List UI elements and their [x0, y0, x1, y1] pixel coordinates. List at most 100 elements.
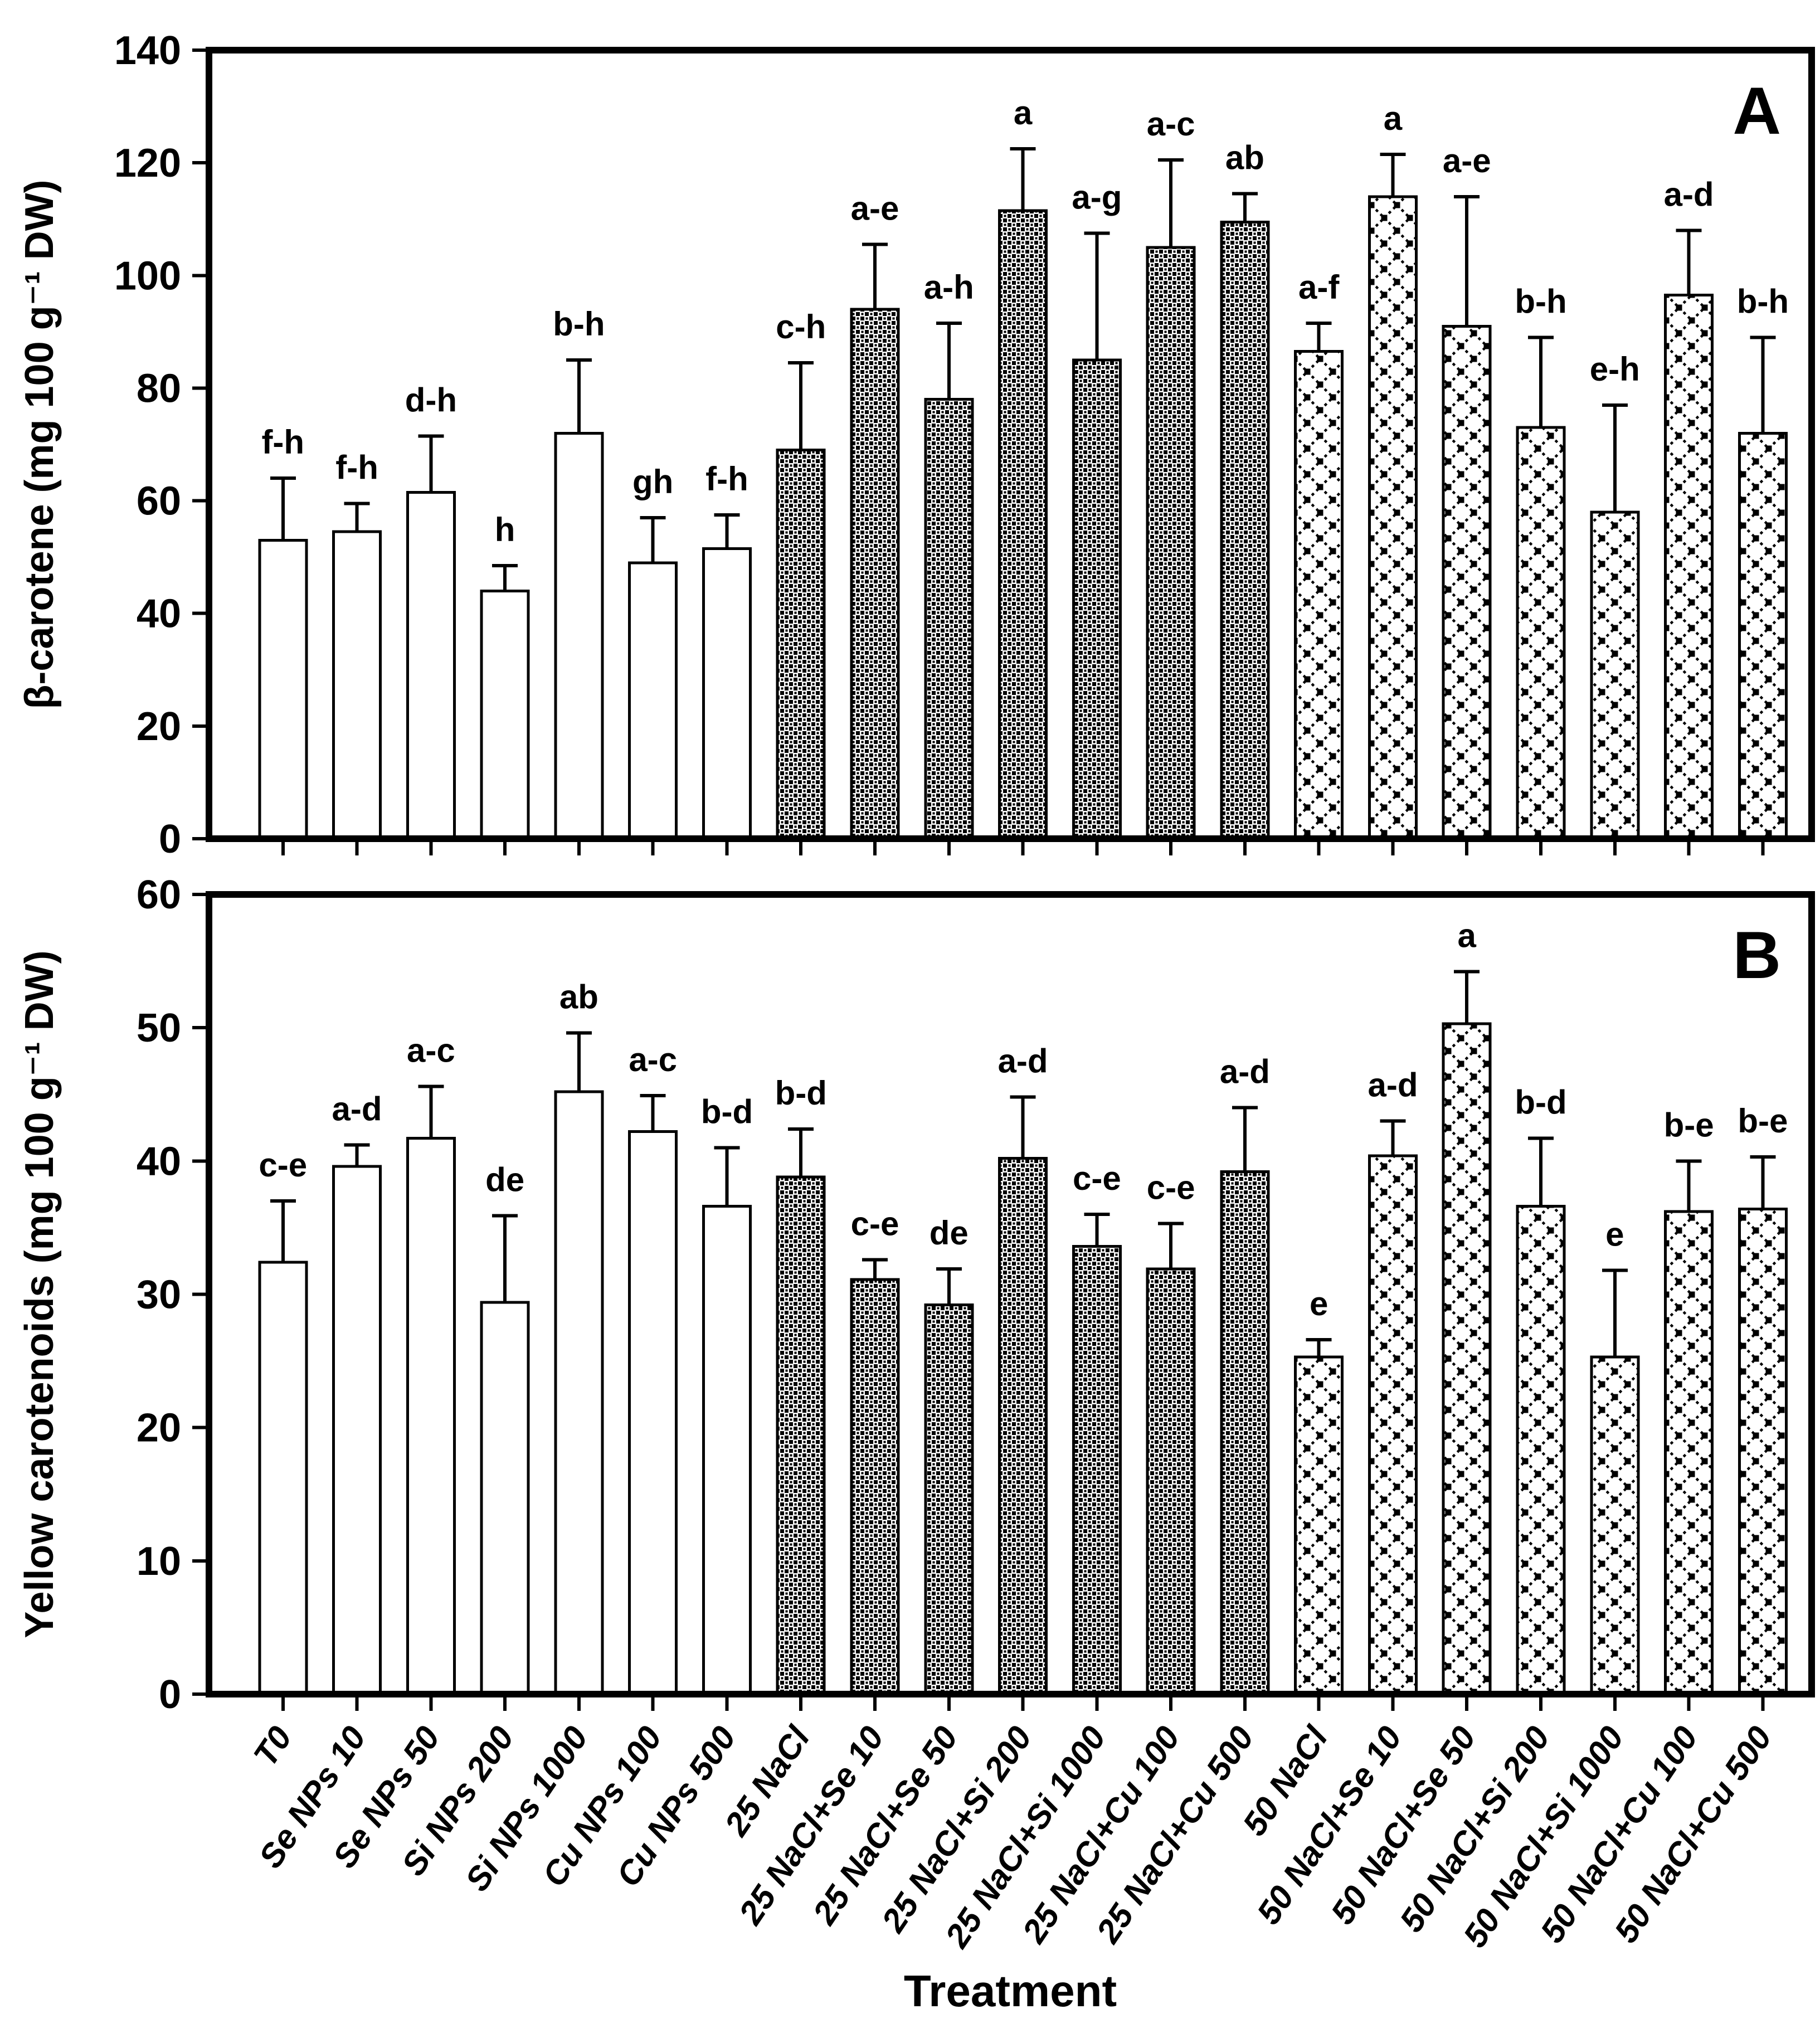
significance-letter: ab [1225, 139, 1264, 177]
y-axis-tick-label: 100 [114, 254, 181, 298]
bar [1664, 294, 1714, 840]
y-axis-tick-label: 50 [137, 1006, 181, 1050]
bar [1072, 1244, 1122, 1696]
y-axis-tick-label: 40 [137, 1139, 181, 1184]
bar [1664, 1210, 1714, 1696]
bar [1738, 1207, 1788, 1696]
significance-letter: b-h [1737, 283, 1789, 320]
bar [258, 538, 308, 840]
significance-letter: a-g [1072, 178, 1122, 216]
bar [1738, 431, 1788, 840]
significance-letter: a-d [1664, 176, 1714, 213]
significance-letter: gh [632, 463, 673, 500]
significance-letter: a [1384, 100, 1403, 137]
bar [1368, 195, 1418, 840]
panel-label: A [1733, 74, 1781, 148]
significance-letter: c-e [1147, 1169, 1195, 1207]
panel-label: B [1733, 918, 1781, 993]
bar [850, 1278, 900, 1696]
significance-letter: de [485, 1161, 524, 1198]
bar [628, 561, 678, 840]
significance-letter: a-d [1368, 1067, 1418, 1104]
bar [1516, 1205, 1566, 1696]
bar [702, 1205, 752, 1696]
y-axis-tick-label: 120 [114, 141, 181, 186]
bar [1368, 1154, 1418, 1696]
significance-letter: a [1014, 94, 1033, 132]
x-axis-title: Treatment [904, 1966, 1117, 2016]
bar [924, 398, 974, 840]
significance-letter: b-h [553, 305, 605, 343]
significance-letter: c-e [259, 1146, 307, 1184]
significance-letter: d-h [405, 381, 457, 419]
y-axis-title: β-carotene (mg 100 g⁻¹ DW) [17, 179, 62, 709]
bar [924, 1303, 974, 1696]
bar [258, 1261, 308, 1696]
bar [998, 1157, 1048, 1696]
significance-letter: a-e [851, 190, 899, 227]
bar [332, 1165, 382, 1696]
significance-letter: b-e [1738, 1102, 1788, 1140]
significance-letter: e [1605, 1215, 1624, 1253]
y-axis-tick-label: 30 [137, 1273, 181, 1317]
bar [1442, 1022, 1492, 1696]
significance-letter: c-e [1073, 1160, 1121, 1197]
y-axis-tick-label: 80 [137, 366, 181, 411]
y-axis-tick-label: 20 [137, 704, 181, 749]
bar [1294, 350, 1344, 840]
significance-letter: c-e [851, 1205, 899, 1242]
bar [406, 490, 456, 840]
significance-letter: a-d [332, 1091, 382, 1128]
y-axis-tick-label: 0 [159, 1672, 181, 1717]
y-axis-tick-label: 60 [137, 873, 181, 917]
significance-letter: e [1310, 1285, 1328, 1322]
y-axis-tick-label: 60 [137, 479, 181, 524]
significance-letter: a-d [1220, 1053, 1270, 1091]
bar [1516, 426, 1566, 840]
significance-letter: de [930, 1214, 969, 1252]
bar [406, 1137, 456, 1696]
y-axis-tick-label: 20 [137, 1406, 181, 1451]
significance-letter: b-e [1664, 1106, 1714, 1144]
bar [1590, 1355, 1640, 1696]
significance-letter: f-h [705, 460, 748, 498]
y-axis-title: Yellow carotenoids (mg 100 g⁻¹ DW) [17, 950, 62, 1638]
bar [776, 449, 826, 840]
y-axis-tick-label: 140 [114, 28, 181, 73]
bar [554, 431, 604, 840]
bar [1146, 1267, 1196, 1696]
bar [628, 1130, 678, 1696]
significance-letter: a-c [407, 1032, 455, 1069]
bar [1442, 324, 1492, 840]
significance-letter: f-h [335, 449, 378, 487]
significance-letter: b-d [775, 1074, 827, 1112]
bar [850, 308, 900, 840]
bar [998, 209, 1048, 840]
y-axis-tick-label: 0 [159, 817, 181, 862]
significance-letter: c-h [776, 308, 826, 346]
significance-letter: h [495, 511, 515, 548]
significance-letter: b-h [1515, 283, 1566, 320]
bar [1146, 246, 1196, 840]
panel-a: f-h f-h d-h h b-h gh f-h c-h a-e a-h a a-g a-c ab a-f a… [17, 28, 1815, 862]
bar [1294, 1355, 1344, 1696]
significance-letter: a-c [629, 1041, 677, 1078]
significance-letter: a [1458, 917, 1477, 955]
significance-letter: b-d [701, 1093, 753, 1130]
x-category-label: T0 [246, 1720, 299, 1773]
bar [332, 530, 382, 840]
significance-letter: a-c [1147, 105, 1195, 143]
y-axis-tick-label: 10 [137, 1539, 181, 1584]
y-axis-tick-label: 40 [137, 592, 181, 636]
bar [702, 547, 752, 840]
significance-letter: ab [559, 979, 598, 1016]
plot-frame [206, 47, 1815, 842]
significance-letter: a-f [1298, 269, 1340, 306]
significance-letter: a-e [1443, 142, 1491, 179]
bar [1072, 358, 1122, 840]
significance-letter: a-h [924, 269, 974, 306]
significance-letter: e-h [1590, 351, 1640, 388]
